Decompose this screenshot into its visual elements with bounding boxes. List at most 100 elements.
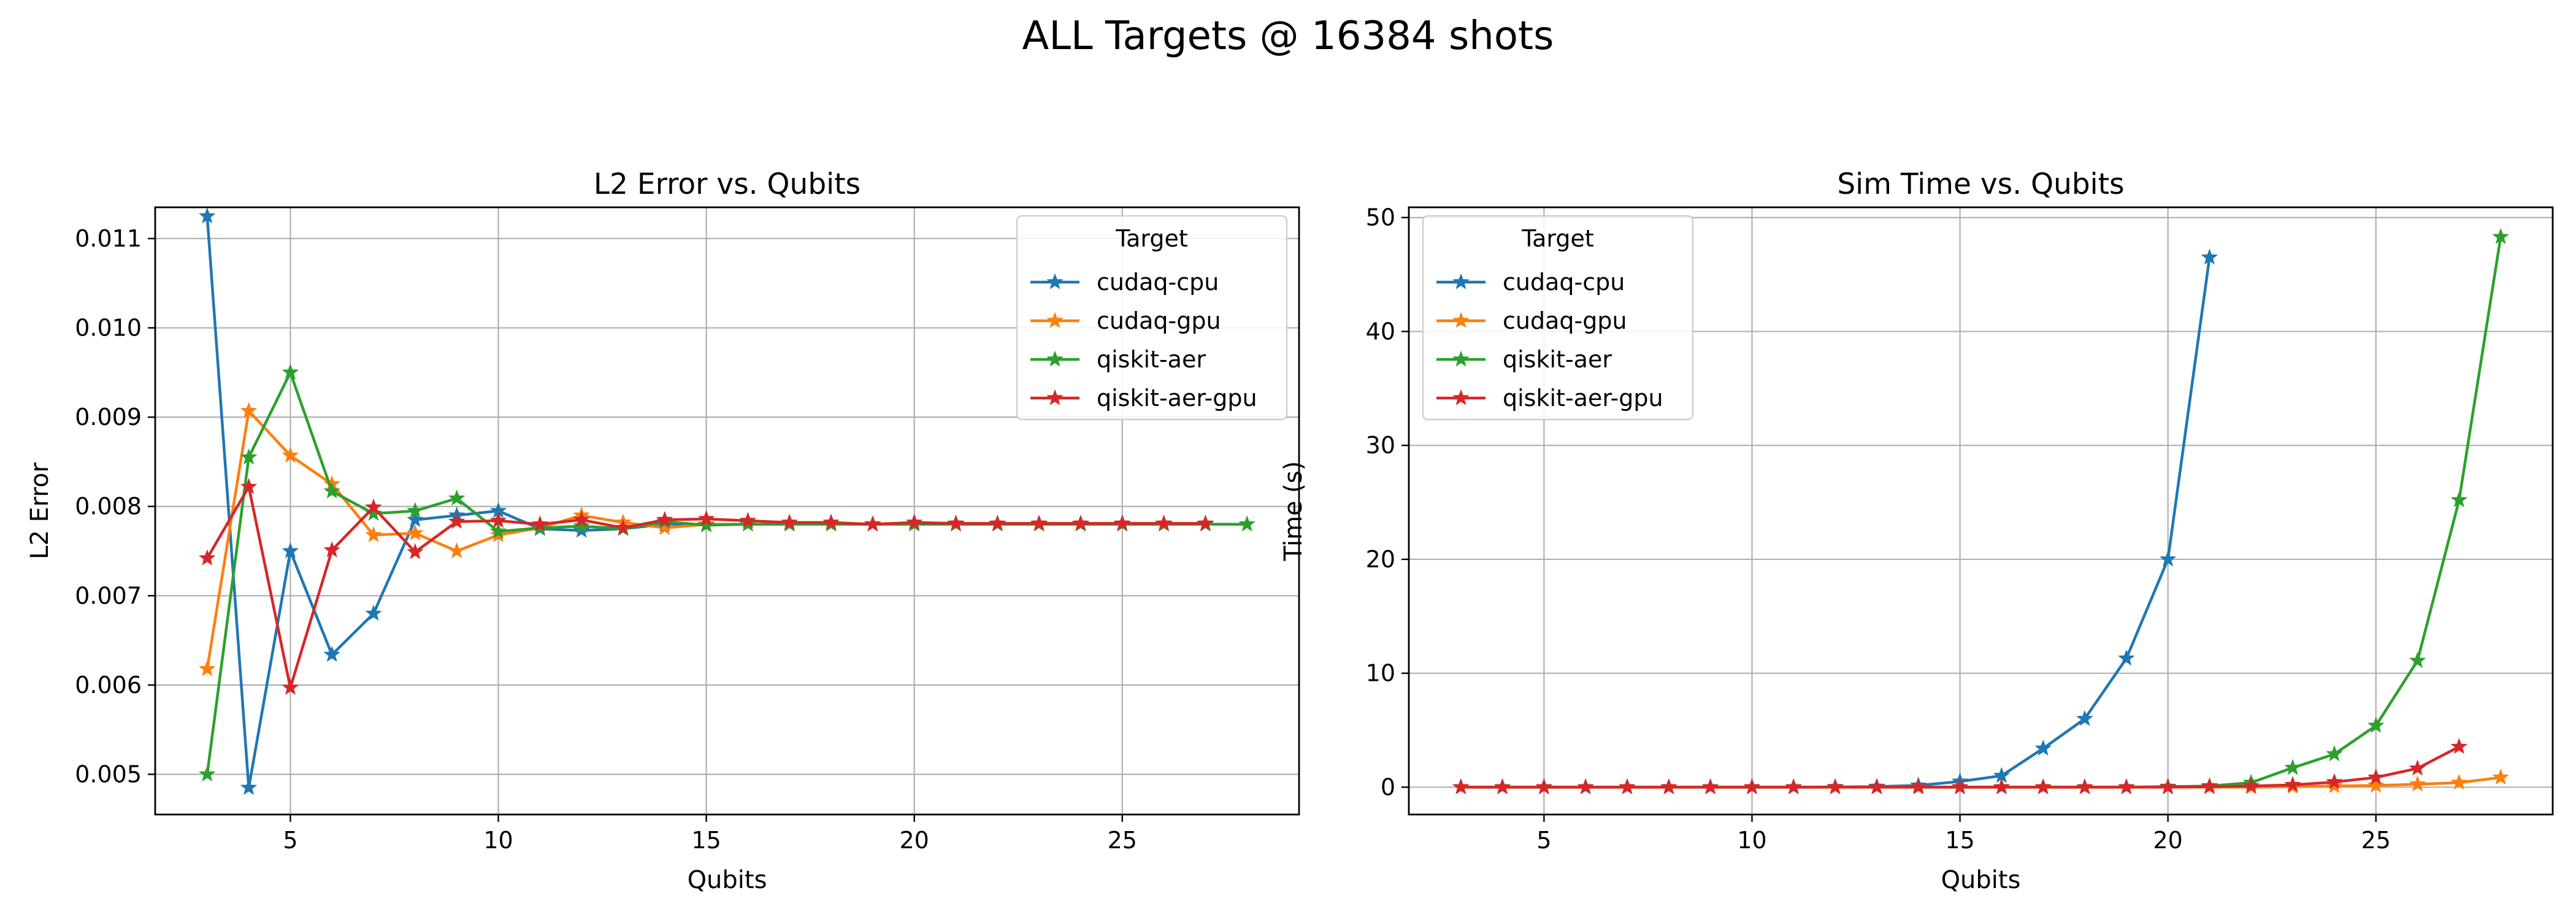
x-tick-label: 10 [1737, 827, 1766, 854]
legend-marker [1046, 350, 1064, 367]
legend-marker [1046, 312, 1064, 328]
data-point [615, 519, 632, 535]
data-point [365, 504, 382, 521]
data-point [407, 502, 424, 518]
data-point [282, 678, 299, 695]
y-tick-label: 50 [1366, 204, 1395, 231]
data-point [1743, 778, 1761, 795]
figure-title: ALL Targets @ 16384 shots [1022, 13, 1554, 59]
data-point [2450, 738, 2468, 754]
data-point [1827, 778, 1844, 795]
data-point [2159, 778, 2177, 795]
legend-title: Target [1521, 225, 1594, 252]
data-point [2118, 650, 2135, 666]
data-point [656, 519, 673, 535]
legend-box [1016, 215, 1288, 421]
data-point [573, 517, 590, 534]
data-point [531, 515, 549, 532]
legend-marker [1452, 273, 1470, 289]
data-point [1785, 778, 1803, 795]
axes-frame [1408, 206, 2554, 816]
data-point [2367, 769, 2385, 785]
legend-entry: cudaq-gpu [1030, 307, 1221, 334]
data-point [2450, 491, 2468, 508]
data-point [947, 514, 965, 531]
y-axis-label: L2 Error [26, 462, 54, 559]
y-tick-label: 0.010 [75, 315, 142, 342]
data-point [2201, 248, 2218, 265]
legend-entry: qiskit-aer [1436, 346, 1612, 373]
data-point [1072, 514, 1089, 531]
data-point [739, 512, 757, 528]
data-point [1197, 514, 1214, 531]
data-point [2201, 778, 2218, 794]
y-tick-label: 0.006 [75, 672, 142, 699]
legend-marker [1452, 389, 1470, 405]
data-point [1660, 778, 1677, 795]
data-point [1155, 514, 1173, 531]
x-tick-label: 5 [283, 827, 297, 854]
data-point [199, 765, 216, 782]
data-point [2409, 775, 2426, 792]
data-point [199, 549, 216, 565]
legend-title: Target [1115, 225, 1188, 252]
data-point [1910, 778, 1927, 795]
data-point [2492, 769, 2509, 785]
data-point [2242, 777, 2260, 794]
y-tick-label: 0.008 [75, 493, 142, 520]
data-point [240, 778, 258, 795]
data-point [2118, 778, 2135, 795]
data-point [448, 513, 466, 529]
data-point [2409, 759, 2426, 776]
legend-entry: qiskit-aer-gpu [1436, 385, 1663, 412]
data-point [822, 513, 840, 530]
data-point [365, 526, 382, 542]
x-tick-label: 10 [483, 827, 513, 854]
legend: Target cudaq-cpu cudaq-gpu qiskit-aer qiskit… [1016, 215, 1288, 421]
legend-marker [1452, 350, 1470, 367]
data-point [2326, 745, 2343, 762]
legend-entry: cudaq-cpu [1436, 269, 1625, 296]
data-point [489, 523, 507, 539]
data-point [323, 645, 340, 662]
data-point [2409, 651, 2426, 668]
y-tick-label: 0 [1381, 773, 1395, 800]
legend-label: qiskit-aer-gpu [1503, 385, 1663, 412]
legend-label: cudaq-cpu [1097, 269, 1219, 296]
legend-entry: cudaq-gpu [1436, 307, 1627, 334]
legend-label: cudaq-gpu [1503, 307, 1627, 334]
legend-marker [1452, 312, 1470, 328]
plot-title: Sim Time vs. Qubits [1837, 167, 2124, 201]
data-point [199, 660, 216, 677]
legend-marker [1046, 389, 1064, 405]
x-tick-label: 20 [2153, 827, 2183, 854]
data-point [282, 363, 299, 380]
data-point [2034, 778, 2052, 795]
data-point [697, 516, 715, 532]
y-tick-label: 0.007 [75, 582, 142, 609]
data-point [2284, 759, 2301, 775]
data-point [2367, 776, 2385, 793]
y-tick-label: 10 [1366, 660, 1395, 687]
axes-frame [154, 206, 1300, 816]
legend-label: qiskit-aer [1503, 346, 1612, 373]
y-tick-label: 30 [1366, 432, 1395, 459]
series-qiskit-aer [199, 363, 1255, 782]
data-point [365, 604, 382, 621]
x-axis-label: Qubits [1941, 866, 2021, 894]
data-point [1701, 778, 1719, 795]
data-point [2076, 778, 2093, 795]
data-point [1114, 514, 1131, 531]
data-point [2450, 773, 2468, 790]
series-qiskit-aer-gpu [199, 478, 1214, 695]
data-point [365, 498, 382, 515]
data-point [448, 542, 466, 559]
y-tick-label: 0.009 [75, 404, 142, 431]
data-point [2326, 773, 2343, 789]
data-point [2159, 550, 2177, 567]
data-point [989, 514, 1006, 531]
data-point [323, 541, 340, 558]
y-tick-label: 20 [1366, 546, 1395, 573]
data-point [199, 207, 216, 224]
